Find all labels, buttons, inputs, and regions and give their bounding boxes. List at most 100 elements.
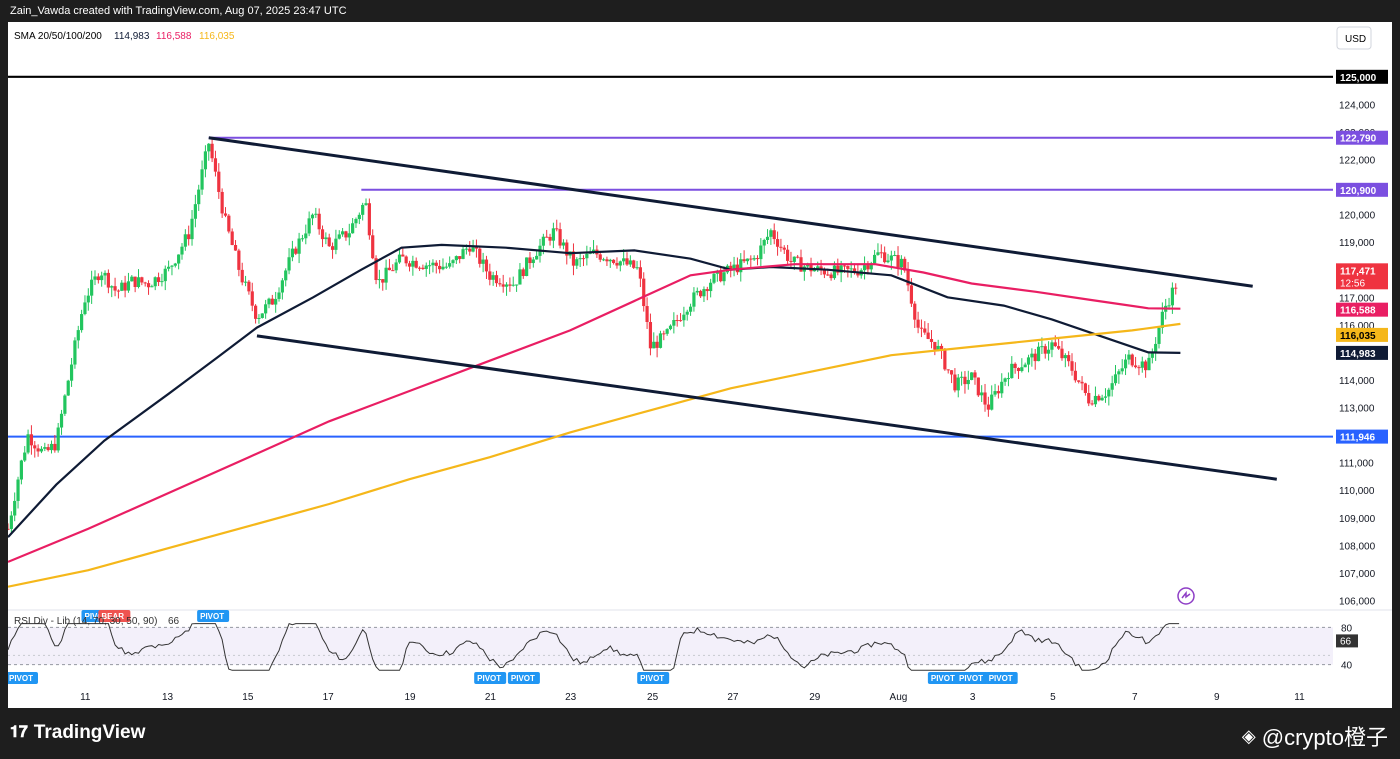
candle-up (518, 269, 522, 285)
candle-down (521, 269, 525, 277)
watermark-text: @crypto橙子 (1261, 725, 1388, 750)
candle-up (287, 257, 291, 271)
candle-up (80, 314, 84, 331)
candle-down (401, 254, 405, 257)
candle-up (1127, 354, 1131, 360)
candle-up (427, 265, 432, 267)
candle-down (230, 231, 234, 246)
candle-down (913, 303, 917, 320)
candle-up (73, 340, 77, 365)
candle-up (936, 345, 940, 350)
candle-up (464, 248, 468, 250)
time-axis-bg (8, 684, 1392, 708)
candle-up (1160, 311, 1164, 328)
candle-up (531, 259, 535, 264)
y-tick-label: 117,000 (1339, 293, 1375, 304)
candle-down (498, 283, 502, 285)
candle-down (983, 392, 987, 405)
candle-down (434, 262, 438, 266)
candle-down (1080, 381, 1084, 384)
candle-up (411, 260, 415, 267)
rsi-label: RSI Div - Lib (14, 70, 30, 50, 90) (14, 616, 157, 627)
candle-down (896, 255, 900, 268)
candle-up (441, 266, 445, 270)
candle-down (782, 247, 786, 250)
candle-up (970, 372, 974, 380)
candle-up (762, 240, 766, 246)
candle-up (792, 256, 796, 262)
candle-up (66, 380, 70, 396)
candle-up (43, 447, 47, 449)
candle-down (571, 251, 576, 266)
channel-upper-line (208, 136, 1253, 288)
candle-down (391, 270, 395, 272)
currency-button[interactable] (1336, 26, 1372, 50)
candle-down (565, 242, 569, 256)
candle-down (903, 258, 907, 271)
candle-down (140, 277, 144, 283)
candle-down (1016, 367, 1021, 372)
time-axis[interactable]: 11 13 15 17 19 21 23 25 27 29 Aug 3 5 7 9 11 (8, 684, 1392, 708)
candle-down (240, 269, 244, 283)
candle-up (1110, 383, 1114, 390)
candle-up (284, 270, 288, 281)
candle-down (729, 265, 733, 270)
candle-down (254, 305, 258, 319)
rsi-marker-label: PIVOT (931, 674, 955, 683)
candle-up (86, 295, 90, 303)
candle-up (314, 213, 318, 215)
candle-up (535, 255, 539, 260)
candle-down (612, 259, 616, 263)
candle-up (1003, 378, 1007, 382)
candle-up (672, 320, 676, 326)
candle-up (1157, 327, 1161, 344)
candle-down (227, 215, 231, 232)
candle-down (156, 277, 161, 283)
candle-up (1123, 359, 1128, 369)
candle-down (719, 270, 723, 282)
candle-down (381, 279, 385, 283)
sma200-legend-value: 116,035 (199, 31, 235, 42)
y-tick-label: 114,000 (1339, 376, 1375, 387)
candle-up (163, 268, 167, 282)
candle-down (852, 268, 857, 273)
candle-down (116, 290, 121, 292)
candle-up (832, 265, 837, 279)
candle-up (167, 266, 171, 269)
candle-up (849, 268, 853, 270)
candle-up (980, 392, 984, 396)
candle-down (133, 276, 137, 287)
candle-down (270, 298, 274, 305)
candle-up (347, 233, 351, 238)
candle-down (675, 320, 679, 322)
candle-down (468, 248, 472, 252)
last-price-tag-label: 117,471 (1340, 266, 1376, 277)
candle-up (739, 259, 743, 273)
candle-down (1060, 348, 1064, 359)
candle-up (290, 248, 295, 258)
candle-down (772, 230, 776, 240)
candle-up (63, 395, 67, 414)
tradingview-brand[interactable]: 𝟏𝟕 TradingView (10, 722, 145, 744)
candle-up (966, 379, 970, 385)
candle-down (779, 246, 783, 248)
candle-down (749, 258, 753, 260)
chart-canvas[interactable]: 106,000 107,000 108,000 109,000 110,000 111,0… (8, 22, 1392, 708)
candle-up (180, 246, 184, 255)
candle-up (745, 258, 750, 262)
candle-down (819, 266, 823, 270)
candle-up (340, 231, 345, 235)
candle-up (243, 281, 248, 283)
candle-up (635, 267, 639, 269)
candle-up (990, 394, 994, 410)
brand-label: TradingView (33, 722, 146, 743)
candle-up (712, 273, 716, 283)
rsi-marker-label: PIVOT (640, 674, 664, 683)
rsi-value-tag-bg (1336, 634, 1358, 648)
moving-averages (8, 243, 1181, 588)
candle-down (407, 263, 412, 267)
y-tick-label: 109,000 (1339, 514, 1376, 525)
candle-up (384, 267, 388, 283)
candle-down (474, 247, 479, 249)
